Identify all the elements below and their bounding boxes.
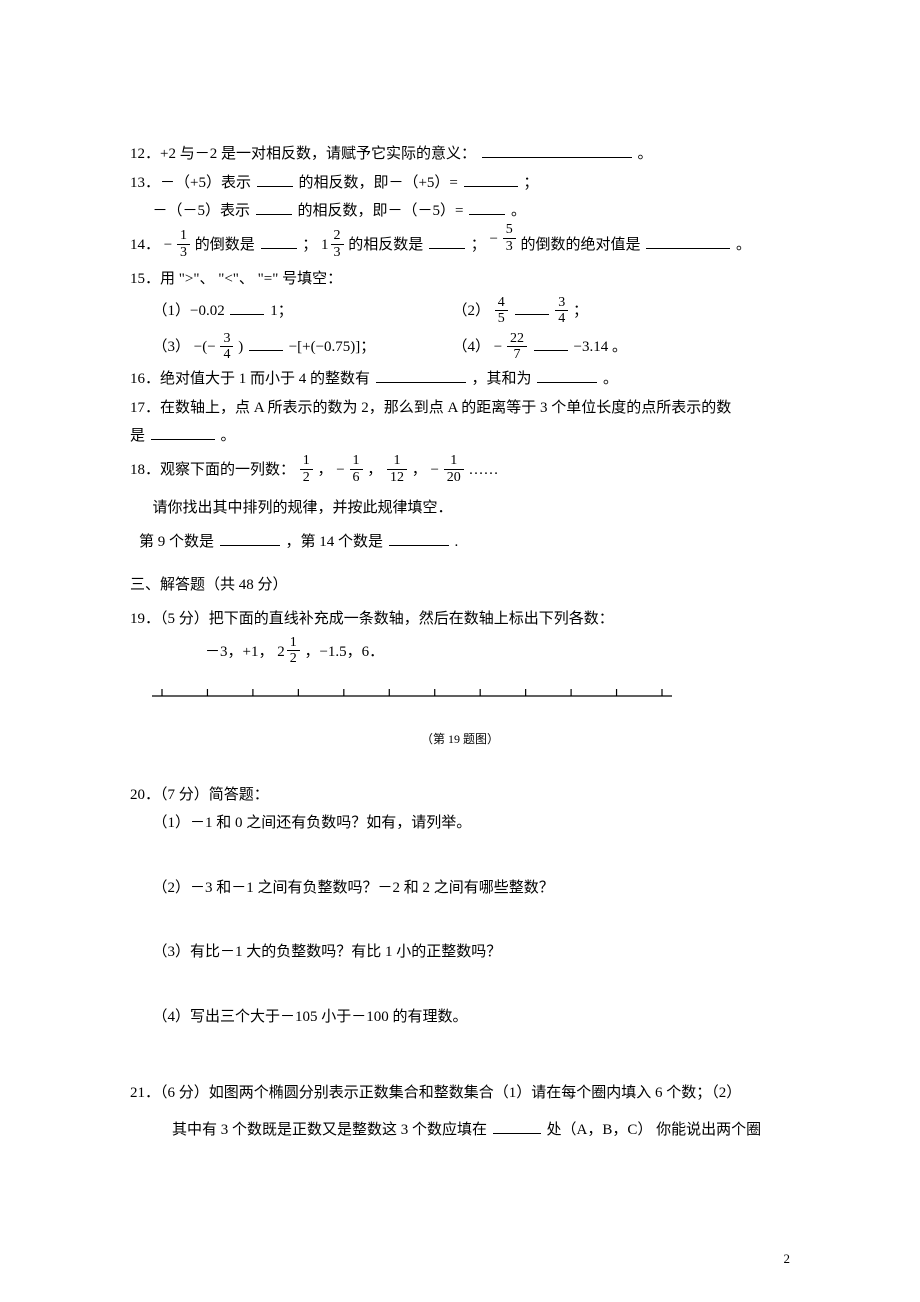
q15-p4b: −	[494, 339, 502, 355]
q17-blank[interactable]	[151, 424, 215, 440]
q18-s4: 1 20	[444, 453, 464, 485]
q21-l2a: 其中有 3 个数既是正数又是整数这 3 个数应填在	[172, 1122, 487, 1138]
q15-p3c: )	[238, 339, 243, 355]
q14-t3: 的相反数是	[348, 237, 423, 253]
q16: 16．绝对值大于 1 而小于 4 的整数有 ，其和为 。	[130, 365, 790, 394]
q13-blank-4[interactable]	[469, 199, 505, 215]
q20-p2: （2）－3 和－1 之间有负整数吗？－2 和 2 之间有哪些整数？	[130, 874, 790, 903]
q15-head: 15．用 ">"、 "<"、 "=" 号填空：	[130, 265, 790, 294]
q14-blank-2[interactable]	[429, 233, 465, 249]
q19-nums: －3，+1， 2 1 2 ，−1.5，6．	[130, 634, 790, 670]
q18-s3: 1 12	[387, 453, 407, 485]
q19-numberline	[152, 684, 672, 704]
q20-p4: （4）写出三个大于－105 小于－100 的有理数。	[130, 1003, 790, 1032]
q15-row1: （1）−0.02 1； （2） 4 5 3 4 ；	[130, 293, 790, 329]
q16-c: 。	[603, 371, 618, 387]
q14-blank-3[interactable]	[646, 233, 730, 249]
q12-text-b: 。	[637, 146, 652, 162]
q15-blank-1[interactable]	[230, 299, 264, 315]
q15-p2b: ；	[573, 303, 588, 319]
q14-blank-1[interactable]	[261, 233, 297, 249]
q14-frac-3: 5 3	[503, 222, 516, 254]
q14-t5: 的倒数的绝对值是	[521, 237, 641, 253]
q16-b: ，其和为	[472, 371, 532, 387]
q18-s1: 1 2	[300, 453, 313, 485]
q19-nums-a: －3，+1，	[205, 644, 273, 660]
q16-a: 16．绝对值大于 1 而小于 4 的整数有	[130, 371, 370, 387]
q18-l3: 第 9 个数是 ，第 14 个数是 .	[130, 528, 790, 557]
q13-blank-1[interactable]	[257, 171, 293, 187]
q18-l3b: ，第 14 个数是	[286, 534, 384, 550]
q13-blank-3[interactable]	[256, 199, 292, 215]
q14-a: 14．	[130, 237, 160, 253]
q15-frac-21: 4 5	[495, 295, 508, 327]
q14-t4: ；	[471, 237, 486, 253]
q17-l1: 17．在数轴上，点 A 所表示的数为 2，那么到点 A 的距离等于 3 个单位长…	[130, 394, 790, 423]
q13-l2b: 的相反数，即－（－5）=	[298, 203, 464, 219]
q14-t1: 的倒数是	[195, 237, 255, 253]
q18-a: 18．观察下面的一列数：	[130, 462, 295, 478]
q21-l2b: 处（A，B，C） 你能说出两个圈	[547, 1122, 762, 1138]
q12-blank[interactable]	[482, 142, 632, 158]
q16-blank-2[interactable]	[537, 367, 597, 383]
q13-l2c: 。	[511, 203, 526, 219]
page: 12．+2 与－2 是一对相反数，请赋予它实际的意义： 。 13．－（+5）表示…	[0, 0, 920, 1302]
q21-l2: 其中有 3 个数既是正数又是整数这 3 个数应填在 处（A，B，C） 你能说出两…	[130, 1116, 790, 1145]
q12-text-a: 12．+2 与－2 是一对相反数，请赋予它实际的意义：	[130, 146, 476, 162]
q18-s2: 1 6	[350, 453, 363, 485]
q20-head: 20．（7 分）简答题：	[130, 781, 790, 810]
q14-t2: ；	[302, 237, 317, 253]
q21-l1: 21．（6 分）如图两个椭圆分别表示正数集合和整数集合（1）请在每个圈内填入 6…	[130, 1079, 790, 1108]
q18-l3a: 第 9 个数是	[139, 534, 214, 550]
q13-l1b: 的相反数，即－（+5）=	[298, 175, 457, 191]
q18-blank-2[interactable]	[389, 530, 449, 546]
q15-frac-22: 3 4	[555, 295, 568, 327]
q14-frac-1: 1 3	[177, 228, 190, 260]
page-number: 2	[784, 1247, 791, 1272]
q17-c: 。	[221, 428, 236, 444]
q15-p1b: 1；	[270, 303, 293, 319]
q13-l1a: 13．－（+5）表示	[130, 175, 251, 191]
q15-blank-4[interactable]	[534, 335, 568, 351]
q14: 14． − 1 3 的倒数是 ； 1 2 3 的相反数是 ； − 5 3 的倒数…	[130, 226, 790, 265]
q19-head: 19．（5 分）把下面的直线补充成一条数轴，然后在数轴上标出下列各数：	[130, 605, 790, 634]
q15-blank-2[interactable]	[515, 299, 549, 315]
q15-p3a: （3）	[153, 339, 191, 355]
q15-frac-4: 22 7	[507, 331, 527, 363]
q19-mixed: 2 1 2	[277, 634, 301, 670]
q19-nums-b: ，−1.5，6．	[304, 644, 384, 660]
q15-p4c: −3.14 。	[573, 339, 626, 355]
q15-frac-3: 3 4	[220, 331, 233, 363]
q21-blank[interactable]	[493, 1118, 541, 1134]
q17-l2: 是 。	[130, 422, 790, 451]
q15-p3d: −[+(−0.75)]；	[289, 339, 376, 355]
q13-blank-2[interactable]	[464, 171, 518, 187]
q18-l1: 18．观察下面的一列数： 1 2 ， − 1 6 ， 1 12 ， − 1 20…	[130, 451, 790, 490]
q12: 12．+2 与－2 是一对相反数，请赋予它实际的意义： 。	[130, 140, 790, 169]
q14-t6: 。	[736, 237, 751, 253]
q15-p3b: −(−	[194, 339, 216, 355]
q18-tail: ……	[469, 462, 499, 478]
q13-l2: －（－5）表示 的相反数，即－（－5）= 。	[130, 197, 790, 226]
section-3: 三、解答题（共 48 分）	[130, 571, 790, 600]
q13-l2a: －（－5）表示	[153, 203, 251, 219]
q20-p3: （3）有比－1 大的负整数吗？有比 1 小的正整数吗？	[130, 938, 790, 967]
q14-mixed: 1 2 3	[321, 226, 345, 265]
q17-b: 是	[130, 428, 145, 444]
q18-l3c: .	[455, 534, 459, 550]
q16-blank-1[interactable]	[376, 367, 466, 383]
q15-blank-3[interactable]	[249, 335, 283, 351]
q18-blank-1[interactable]	[220, 530, 280, 546]
q14-neg1: −	[164, 237, 172, 253]
q15-p1a: （1）−0.02	[153, 303, 225, 319]
q15-p2a: （2）	[453, 303, 491, 319]
q15-p4a: （4）	[453, 339, 491, 355]
q15-row2: （3） −(− 3 4 ) −[+(−0.75)]； （4） − 22 7 −3…	[130, 329, 790, 365]
q20-p1: （1）－1 和 0 之间还有负数吗？如有，请列举。	[130, 809, 790, 838]
q14-neg3: −	[490, 231, 498, 247]
q19-caption: （第 19 题图）	[130, 728, 790, 751]
q13-l1c: ；	[523, 175, 538, 191]
q13-l1: 13．－（+5）表示 的相反数，即－（+5）= ；	[130, 169, 790, 198]
q18-l2: 请你找出其中排列的规律，并按此规律填空．	[130, 494, 790, 523]
